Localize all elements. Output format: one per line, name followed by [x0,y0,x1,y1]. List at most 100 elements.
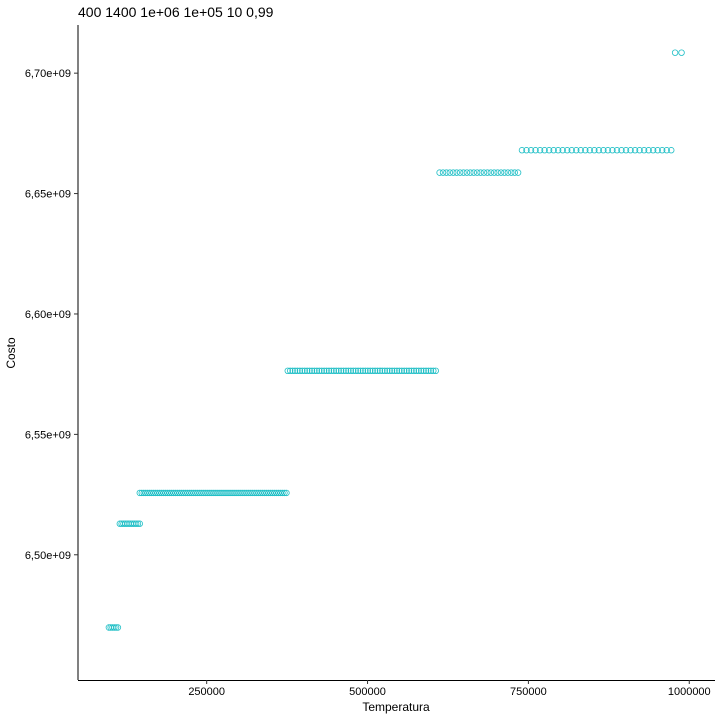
data-point [362,367,369,375]
y-tick-label: 6,55e+09 [25,429,71,441]
data-point [114,624,122,631]
data-point [491,169,498,176]
data-point [467,169,474,176]
data-point [364,367,372,375]
data-point [541,147,548,154]
data-point [460,169,467,176]
y-tick-label: 6,50e+09 [25,550,71,562]
data-point [527,147,535,154]
data-point [613,147,621,154]
data-point [658,147,666,154]
chart-title: 400 1400 1e+06 1e+05 10 0,99 [78,4,274,20]
data-point [374,367,381,375]
data-point [134,520,142,527]
points-layer [105,49,685,631]
data-point [645,147,652,154]
data-point [376,367,384,375]
data-point [345,367,352,375]
data-point [422,367,430,375]
data-point [393,367,401,375]
data-point [654,147,661,154]
data-point [609,147,616,154]
data-point [671,49,679,56]
data-point [473,169,481,176]
y-tick-label: 6,70e+09 [25,68,71,80]
data-point [316,367,323,375]
data-point [386,367,393,375]
data-point [618,147,625,154]
data-point [432,367,439,375]
data-point [604,147,612,154]
data-point [371,367,379,375]
data-point [568,147,575,154]
data-point [477,169,484,176]
data-point [443,169,450,176]
data-point [408,367,415,375]
data-point [508,169,515,176]
x-axis-title: Temperatura [362,700,430,714]
data-point [487,169,495,176]
data-point [306,367,313,375]
data-point [299,367,306,375]
data-point [456,169,464,176]
data-point [545,147,553,154]
data-point [379,367,386,375]
x-tick-label: 500000 [349,686,386,698]
data-point [591,147,598,154]
data-point [323,367,330,375]
data-point [381,367,389,375]
data-point [112,624,120,631]
data-point [573,147,580,154]
data-point [582,147,589,154]
data-point [417,367,425,375]
data-point [286,367,294,375]
data-point [577,147,584,154]
data-point [301,367,308,375]
data-point [311,367,318,375]
data-point [350,367,357,375]
data-point [384,367,391,375]
data-point [291,367,299,375]
data-point [559,147,566,154]
data-point [388,367,396,375]
data-point [289,367,296,375]
data-point [497,169,505,176]
data-point [514,169,522,176]
data-point [335,367,342,375]
data-point [622,147,630,154]
data-point [357,367,364,375]
data-point [320,367,328,375]
data-point [600,147,607,154]
y-tick-label: 6,65e+09 [25,189,71,201]
data-point [504,169,512,176]
data-point [425,367,432,375]
data-point [450,169,457,176]
data-point [649,147,657,154]
data-point [430,367,437,375]
data-point [415,367,422,375]
data-point [340,367,347,375]
data-point [359,367,367,375]
data-point [132,520,140,527]
data-point [532,147,539,154]
data-point [636,147,643,154]
data-point [427,367,435,375]
y-ticks: 6,50e+09 6,55e+09 6,60e+09 6,65e+09 6,70e+09 [25,68,78,562]
data-point [668,147,675,154]
data-point [405,367,413,375]
data-point [511,169,518,176]
data-point [663,147,670,154]
data-point [420,367,427,375]
data-point [398,367,405,375]
x-tick-label: 250000 [188,686,225,698]
data-point [627,147,634,154]
data-point [413,367,420,375]
data-point [294,367,301,375]
data-point [296,367,304,375]
data-point [453,169,460,176]
data-point [410,367,418,375]
data-point [333,367,340,375]
data-point [523,147,530,154]
data-point [354,367,362,375]
